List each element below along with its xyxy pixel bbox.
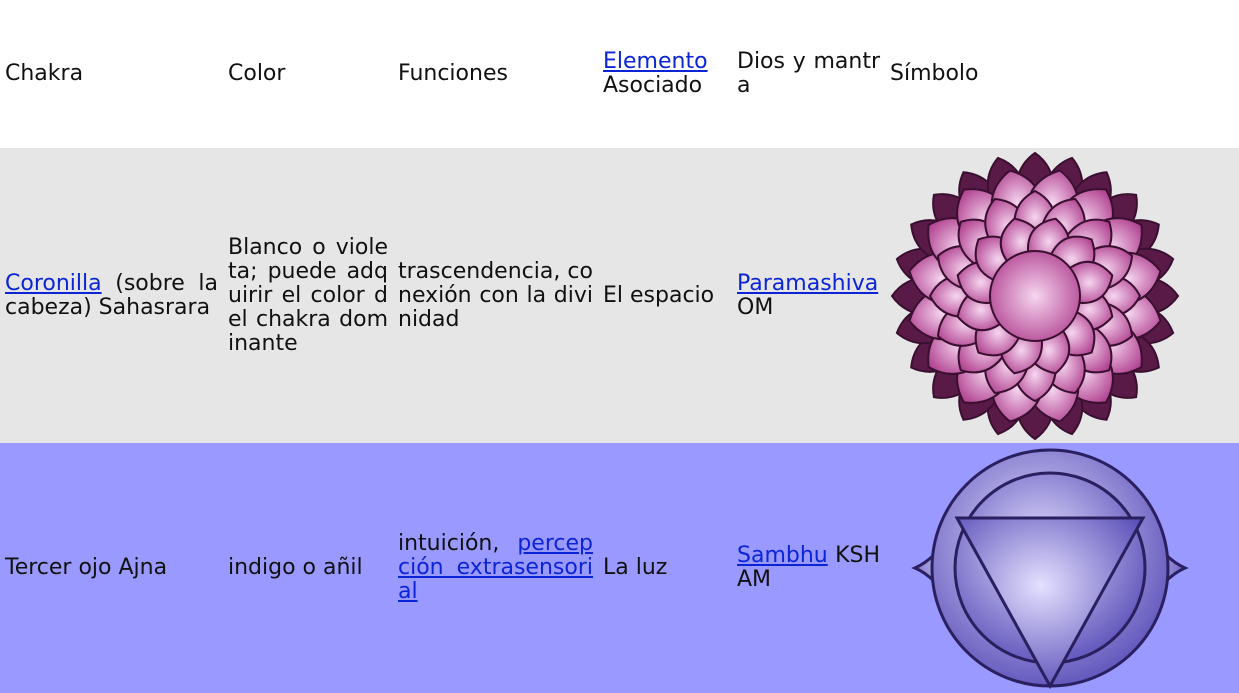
cell: La luz: [603, 555, 668, 580]
link[interactable]: percepción extrasensorial: [398, 531, 593, 604]
cell: Blanco o violeta; puede adquirir el colo…: [228, 234, 388, 356]
sahasrara-symbol: [890, 151, 1180, 440]
link[interactable]: Paramashiva: [737, 270, 879, 296]
center: [989, 249, 1081, 342]
cell: Tercer ojo Ajna: [5, 555, 168, 580]
ajna-symbol: [911, 448, 1189, 690]
cell: Sambhu KSHAM: [732, 443, 885, 693]
row: Coronilla (sobre la cabeza) Sahasrara Bl…: [0, 148, 1239, 443]
link[interactable]: Sambhu: [737, 543, 828, 568]
header-text: Asociado: [603, 73, 703, 98]
header-cell: Símbolo: [890, 61, 979, 86]
header-cell: Elemento Asociado: [598, 0, 732, 148]
cell: Paramashiva OM: [732, 148, 885, 443]
symbol-cell: [885, 443, 1239, 693]
cell-text: OM: [737, 294, 774, 320]
cell: El espacio: [603, 282, 715, 308]
cell: intuición, percepción extrasensorial: [393, 443, 598, 693]
header-cell: Dios y mantra: [737, 49, 880, 98]
cell-text: (sobre la cabeza) Sahasrara: [5, 270, 219, 320]
header-row: Chakra Color Funciones Elemento Asociado…: [0, 0, 1239, 148]
cell: trascendencia, conexión con la divinidad: [398, 258, 593, 332]
cell: indigo o añil: [228, 555, 363, 580]
header-cell: Color: [228, 61, 286, 86]
link[interactable]: Coronilla: [5, 270, 102, 296]
header-cell: Chakra: [5, 61, 84, 86]
cell: Coronilla (sobre la cabeza) Sahasrara: [0, 148, 223, 443]
cell-text: KSHAM: [737, 543, 880, 592]
row: Tercer ojo Ajna indigo o añil intuición,…: [0, 443, 1239, 693]
triangle: [954, 516, 1146, 690]
link[interactable]: Elemento: [603, 49, 708, 74]
header-cell: Funciones: [398, 61, 508, 86]
symbol-cell: [885, 148, 1239, 443]
cell-text: intuición,: [398, 531, 500, 556]
